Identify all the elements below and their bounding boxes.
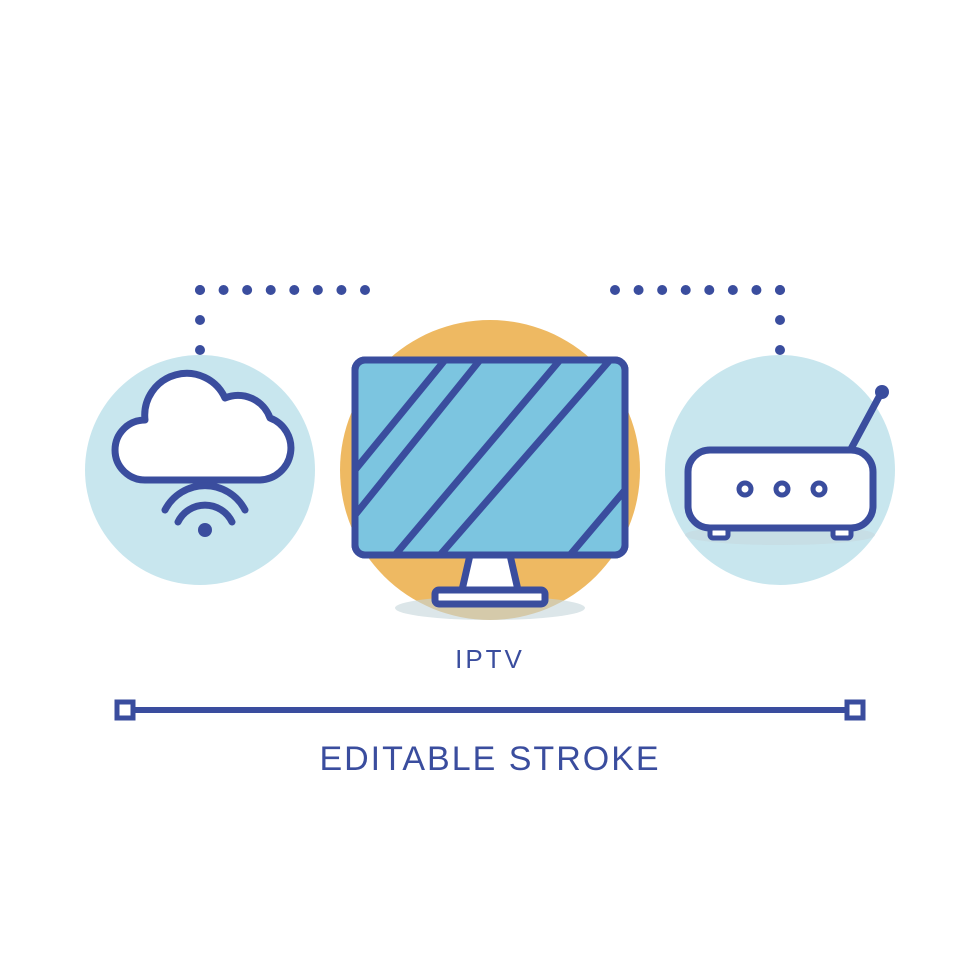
stroke-handle (117, 702, 133, 718)
subtitle-text: EDITABLE STROKE (319, 740, 660, 778)
stroke-handle (847, 702, 863, 718)
title-text: IPTV (455, 644, 525, 674)
iptv-infographic: IPTV EDITABLE STROKE (0, 0, 980, 980)
